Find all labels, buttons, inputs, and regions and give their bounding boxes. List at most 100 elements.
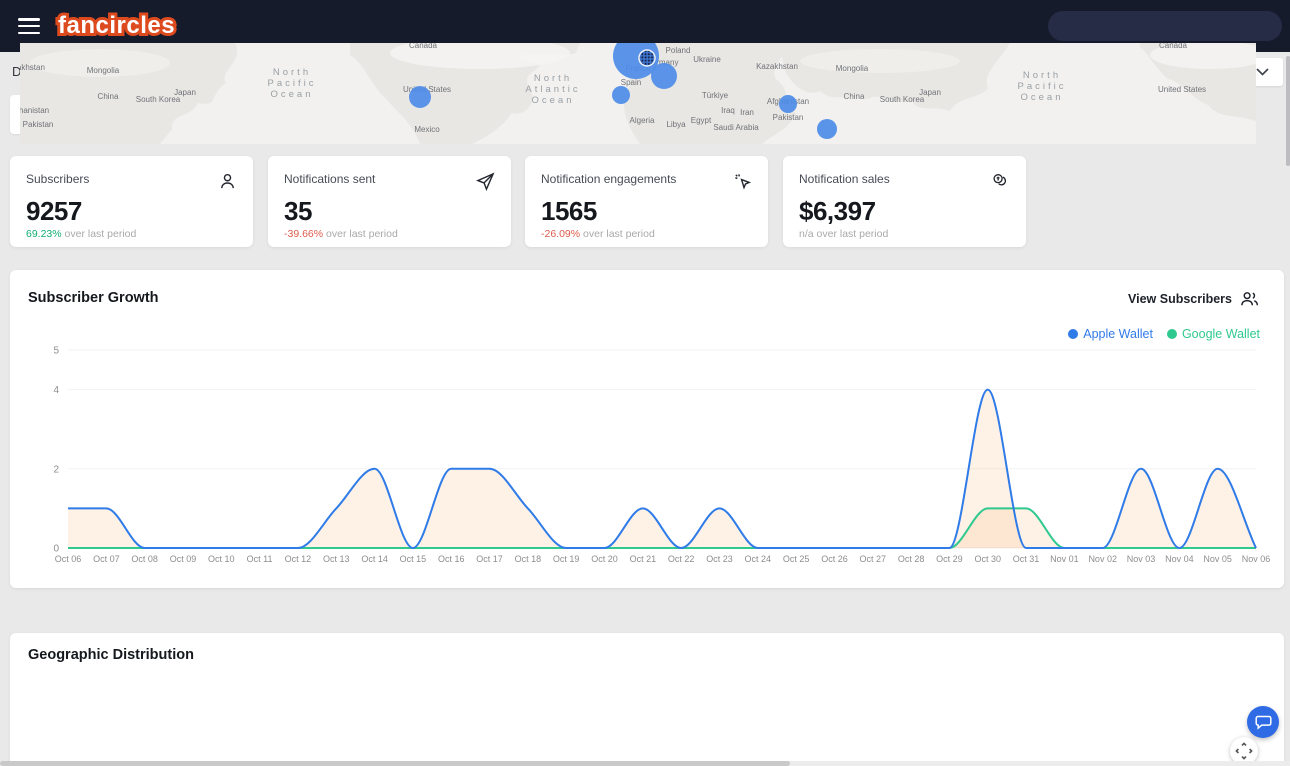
svg-text:Oct 31: Oct 31: [1013, 554, 1040, 564]
svg-text:Oct 19: Oct 19: [553, 554, 580, 564]
svg-text:Saudi Arabia: Saudi Arabia: [713, 123, 759, 132]
svg-text:Iran: Iran: [740, 108, 754, 117]
stat-card-notification-engagements: Notification engagements 1565 -26.09% ov…: [525, 156, 768, 247]
svg-text:Oct 20: Oct 20: [591, 554, 618, 564]
svg-text:Nov 06: Nov 06: [1242, 554, 1271, 564]
coins-icon: [993, 173, 1007, 186]
stat-value: $6,397: [799, 196, 876, 226]
stat-delta: -26.09% over last period: [541, 228, 655, 240]
svg-text:Nov 03: Nov 03: [1127, 554, 1156, 564]
svg-text:Oct 29: Oct 29: [936, 554, 963, 564]
svg-text:Egypt: Egypt: [691, 116, 712, 125]
search-input[interactable]: [1048, 11, 1282, 41]
stat-card-notification-sales: Notification sales $6,397 n/a over last …: [783, 156, 1026, 247]
svg-text:Iraq: Iraq: [721, 106, 735, 115]
stat-value: 1565: [541, 196, 597, 226]
svg-text:Mongolia: Mongolia: [836, 64, 869, 73]
svg-text:Oct 11: Oct 11: [247, 554, 273, 564]
svg-text:Ocean: Ocean: [271, 89, 314, 100]
svg-text:Nov 05: Nov 05: [1203, 554, 1232, 564]
users-icon: [1241, 292, 1259, 306]
svg-text:0: 0: [53, 544, 59, 555]
svg-text:Algeria: Algeria: [630, 116, 655, 125]
horizontal-scrollbar[interactable]: [0, 761, 1290, 766]
svg-text:Oct 28: Oct 28: [898, 554, 925, 564]
chat-button[interactable]: [1247, 706, 1279, 738]
stat-value: 9257: [26, 196, 82, 226]
svg-text:Oct 08: Oct 08: [131, 554, 158, 564]
legend-apple-wallet[interactable]: Apple Wallet: [1068, 327, 1153, 341]
stat-card-notifications-sent: Notifications sent 35 -39.66% over last …: [268, 156, 511, 247]
stat-label: Notification sales: [799, 172, 890, 186]
chat-bubble-icon: [1254, 715, 1272, 730]
svg-text:Oct 18: Oct 18: [515, 554, 542, 564]
subscriber-growth-title: Subscriber Growth: [28, 290, 159, 306]
stat-label: Notification engagements: [541, 172, 677, 186]
svg-text:United States: United States: [1158, 85, 1206, 94]
svg-text:Oct 24: Oct 24: [745, 554, 772, 564]
svg-text:4: 4: [53, 385, 59, 396]
svg-text:Oct 21: Oct 21: [630, 554, 657, 564]
subscriber-growth-chart: 0 2 4 5 Oct 06 Oct 07 Oct 08 Oct 09 Oct 10 Oct 11…: [53, 346, 1271, 565]
svg-text:China: China: [98, 92, 119, 101]
svg-text:North: North: [1023, 70, 1061, 81]
geographic-distribution-title: Geographic Distribution: [28, 647, 194, 663]
stat-label: Subscribers: [26, 172, 90, 186]
svg-text:Oct 07: Oct 07: [93, 554, 120, 564]
svg-text:Japan: Japan: [919, 88, 941, 97]
svg-text:Oct 15: Oct 15: [400, 554, 427, 564]
svg-text:Afghanistan: Afghanistan: [20, 106, 49, 115]
menu-icon[interactable]: [18, 18, 40, 34]
legend-google-wallet[interactable]: Google Wallet: [1166, 327, 1260, 341]
stat-card-subscribers: Subscribers 9257 69.23% over last period: [10, 156, 253, 247]
svg-text:Canada: Canada: [409, 43, 438, 50]
svg-text:Kazakhstan: Kazakhstan: [756, 62, 798, 71]
svg-text:Poland: Poland: [666, 46, 691, 55]
svg-text:Pakistan: Pakistan: [23, 120, 54, 129]
svg-text:Atlantic: Atlantic: [525, 84, 580, 95]
svg-text:Mongolia: Mongolia: [87, 66, 120, 75]
stat-delta: -39.66% over last period: [284, 228, 398, 240]
svg-text:Oct 10: Oct 10: [208, 554, 235, 564]
svg-text:Libya: Libya: [666, 120, 686, 129]
brand-logo[interactable]: fancircles fancircles: [55, 11, 178, 41]
svg-text:Oct 26: Oct 26: [821, 554, 848, 564]
svg-text:Oct 30: Oct 30: [974, 554, 1001, 564]
vertical-scrollbar[interactable]: [1286, 52, 1290, 766]
svg-text:Oct 27: Oct 27: [860, 554, 887, 564]
svg-text:Germany: Germany: [646, 58, 679, 67]
legend-dot: [1068, 329, 1079, 339]
svg-text:Pacific: Pacific: [268, 78, 317, 89]
geographic-distribution-panel: Geographic Distribution: [10, 633, 1284, 766]
svg-text:Spain: Spain: [621, 78, 641, 87]
pan-arrows-icon: [1235, 742, 1253, 760]
send-icon: [476, 172, 495, 191]
svg-text:Oct 17: Oct 17: [476, 554, 503, 564]
svg-text:Mexico: Mexico: [414, 125, 440, 134]
svg-text:North: North: [534, 73, 572, 84]
view-subscribers-button[interactable]: View Subscribers: [1128, 290, 1260, 308]
cursor-click-icon: [735, 174, 752, 190]
svg-text:Oct 09: Oct 09: [170, 554, 197, 564]
svg-text:Oct 14: Oct 14: [361, 554, 388, 564]
world-map[interactable]: North Pacific Ocean North Atlantic Ocean North…: [20, 43, 1256, 144]
svg-text:Nov 04: Nov 04: [1165, 554, 1194, 564]
legend-dot: [1166, 329, 1177, 339]
svg-text:Oct 23: Oct 23: [706, 554, 733, 564]
svg-text:Oct 13: Oct 13: [323, 554, 350, 564]
svg-text:2: 2: [53, 464, 59, 475]
subscriber-growth-panel: 0 2 4 5 Oct 06 Oct 07 Oct 08 Oct 09 Oct 10 Oct 11…: [10, 270, 1284, 588]
svg-text:China: China: [844, 92, 865, 101]
stat-value: 35: [284, 196, 312, 226]
chevron-down-icon: [1256, 68, 1269, 76]
svg-text:Oct 25: Oct 25: [783, 554, 810, 564]
svg-text:South Korea: South Korea: [880, 95, 925, 104]
svg-text:Ocean: Ocean: [532, 95, 575, 106]
svg-text:South Korea: South Korea: [136, 95, 181, 104]
svg-text:Oct 22: Oct 22: [668, 554, 695, 564]
pan-control-button[interactable]: [1230, 737, 1258, 765]
svg-text:Ukraine: Ukraine: [693, 55, 721, 64]
svg-text:Kazakhstan: Kazakhstan: [20, 63, 45, 72]
svg-text:Oct 12: Oct 12: [285, 554, 312, 564]
svg-text:Türkiye: Türkiye: [702, 91, 729, 100]
